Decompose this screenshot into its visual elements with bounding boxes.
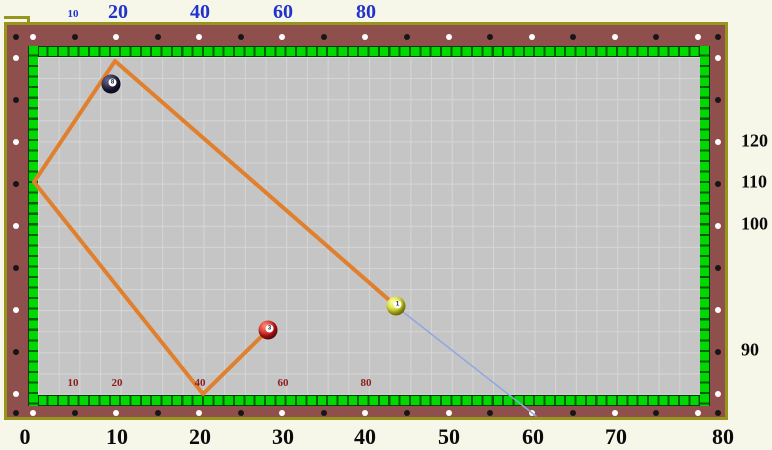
right-scale-label: 120 — [741, 130, 768, 151]
diamond-dot — [611, 34, 618, 40]
bottom-scale-label: 40 — [354, 424, 376, 449]
diamond-dot — [694, 34, 701, 40]
diamond-dot — [715, 223, 721, 229]
diamond-dot — [715, 97, 721, 103]
inner-scale-label: 60 — [277, 377, 289, 389]
right-scale-label: 100 — [741, 213, 768, 234]
diamond-dot — [362, 410, 369, 416]
diamond-dot — [694, 410, 701, 416]
diamond-dot — [13, 349, 19, 355]
diamond-dot — [528, 34, 535, 40]
diamond-dot — [487, 34, 494, 40]
bottom-scale-label: 0 — [19, 424, 31, 449]
diamond-dot — [30, 410, 36, 416]
diamond-dot — [487, 410, 494, 416]
diamond-dot — [13, 307, 19, 313]
diamond-dot — [196, 34, 203, 40]
diamond-dot — [279, 34, 286, 40]
diamond-dot — [570, 34, 577, 40]
red-ball-number: 3 — [265, 324, 274, 333]
diamond-dot — [154, 34, 161, 40]
diamond-dot — [13, 139, 19, 145]
inner-scale-label: 20 — [111, 377, 123, 389]
playing-surface-grid — [38, 57, 700, 395]
top-scale-label: 20 — [108, 1, 128, 23]
diamond-dot — [715, 55, 721, 61]
dark-ball-number: 8 — [108, 78, 117, 87]
top-scale-label: 40 — [190, 1, 210, 23]
diamond-dot — [13, 181, 19, 187]
diamond-dot — [320, 34, 327, 40]
diamond-dot — [13, 223, 19, 229]
diamond-dot — [362, 34, 369, 40]
top-scale-label: 80 — [356, 1, 376, 23]
diamond-dot — [320, 410, 327, 416]
bottom-scale-label: 80 — [712, 424, 734, 449]
diamond-dot — [13, 34, 19, 40]
diamond-dot — [237, 34, 244, 40]
diamond-dot — [715, 391, 721, 397]
diamond-dot — [71, 34, 78, 40]
bottom-scale-label: 70 — [605, 424, 627, 449]
diamond-dot — [13, 265, 19, 271]
diamond-dot — [715, 34, 721, 40]
top-scale-label: 10 — [67, 8, 79, 20]
bottom-scale-label: 60 — [522, 424, 544, 449]
diamond-dot — [570, 410, 577, 416]
diamond-dot — [528, 410, 535, 416]
diamond-dot — [113, 410, 120, 416]
window-frame-notch — [4, 16, 30, 19]
cushion-top — [28, 46, 710, 57]
inner-scale-label: 10 — [67, 377, 79, 389]
yellow-ball[interactable]: 1 — [386, 296, 406, 316]
red-ball[interactable]: 3 — [258, 320, 278, 340]
diamond-dot — [653, 410, 660, 416]
diamond-dot — [445, 410, 452, 416]
diamond-dot — [237, 410, 244, 416]
right-scale-label: 110 — [741, 171, 768, 192]
diamond-dot — [445, 34, 452, 40]
diamond-dot — [13, 410, 19, 416]
inner-scale-label: 80 — [360, 377, 372, 389]
diamond-dot — [279, 410, 286, 416]
dark-ball[interactable]: 8 — [101, 74, 121, 94]
diamond-dot — [404, 34, 411, 40]
diamond-dot — [13, 391, 19, 397]
diamond-dot — [71, 410, 78, 416]
window-frame-notch-corner — [27, 16, 30, 25]
bottom-scale-label: 30 — [272, 424, 294, 449]
diamond-dot — [715, 181, 721, 187]
top-scale-label: 60 — [273, 1, 293, 23]
bottom-scale-label: 20 — [189, 424, 211, 449]
right-scale-label: 90 — [741, 339, 759, 360]
yellow-ball-number: 1 — [393, 300, 402, 309]
bottom-scale-label: 10 — [106, 424, 128, 449]
diamond-dot — [30, 34, 36, 40]
diamond-dot — [611, 410, 618, 416]
bottom-scale-label: 50 — [438, 424, 460, 449]
diamond-dot — [715, 307, 721, 313]
diamond-dot — [154, 410, 161, 416]
inner-scale-label: 40 — [194, 377, 206, 389]
cushion-bottom — [28, 395, 710, 406]
cushion-right — [699, 46, 710, 406]
diamond-dot — [13, 97, 19, 103]
diamond-dot — [13, 55, 19, 61]
diamond-dot — [715, 410, 721, 416]
diamond-dot — [653, 34, 660, 40]
diamond-dot — [715, 265, 721, 271]
diamond-dot — [715, 139, 721, 145]
diamond-dot — [196, 410, 203, 416]
diamond-dot — [113, 34, 120, 40]
diamond-dot — [404, 410, 411, 416]
diamond-dot — [715, 349, 721, 355]
